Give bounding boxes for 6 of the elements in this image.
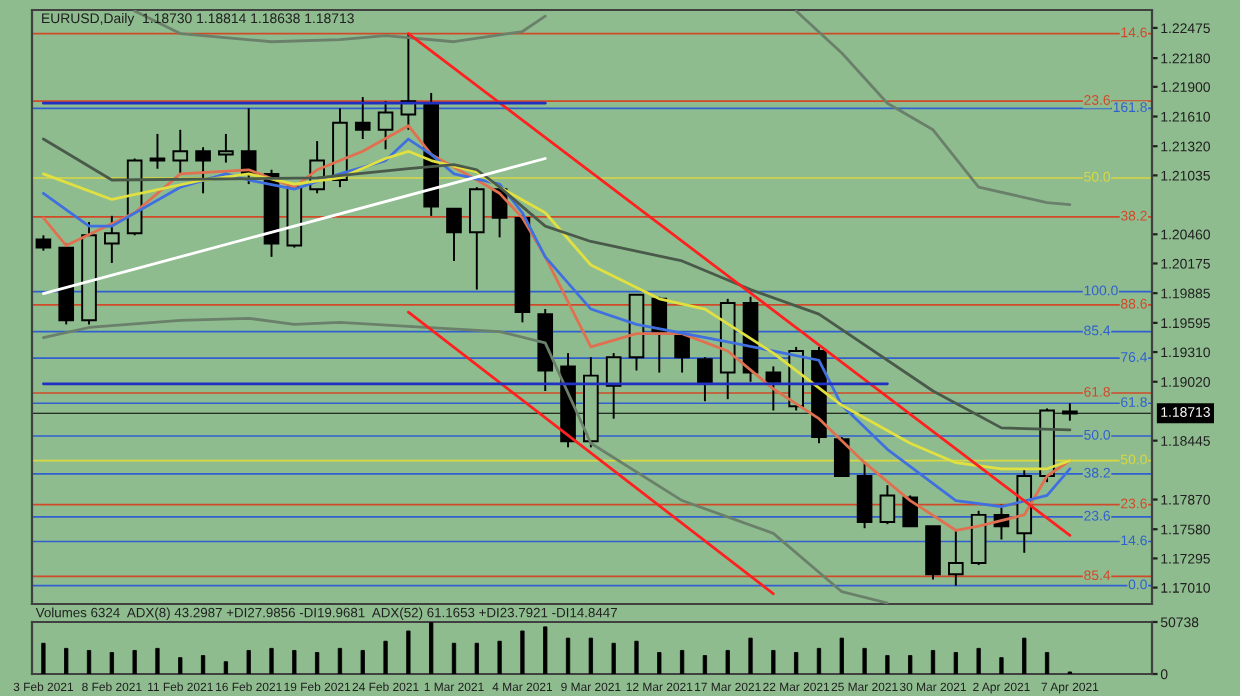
candlestick <box>948 529 964 587</box>
line-series <box>794 10 1072 206</box>
candlestick <box>218 132 234 164</box>
line-series <box>42 316 889 604</box>
line-series <box>42 137 1072 432</box>
line-series <box>133 10 547 44</box>
